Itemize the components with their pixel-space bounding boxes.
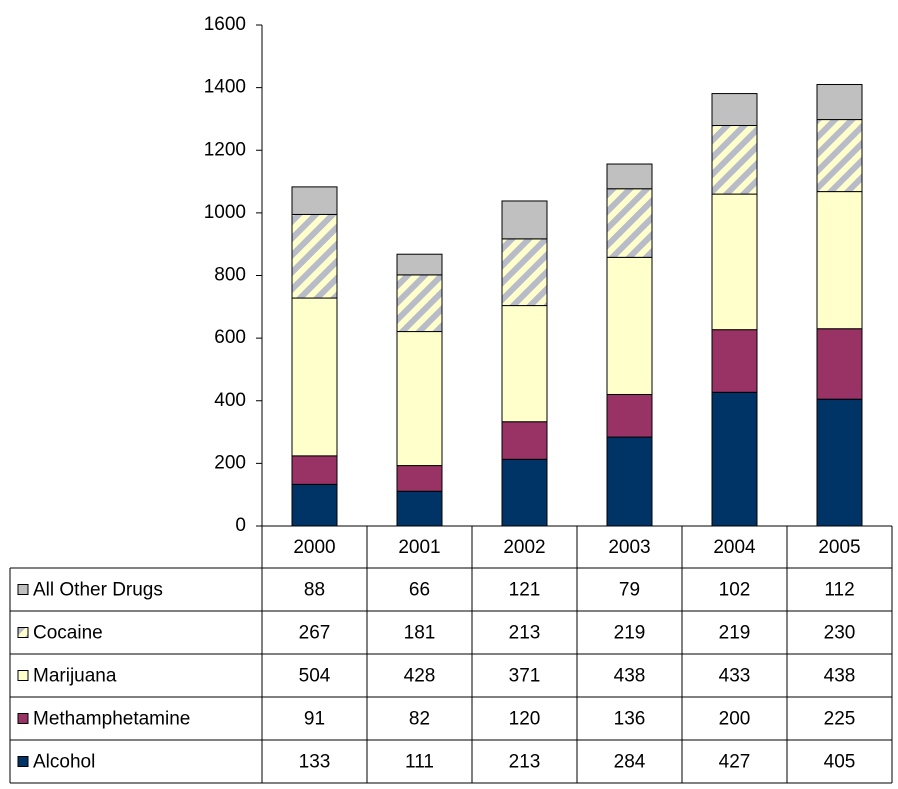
- y-tick-label: 600: [214, 327, 246, 348]
- legend-key: [17, 756, 29, 767]
- bar-segment: [606, 436, 653, 527]
- table-value: 200: [719, 709, 751, 730]
- table-value: 91: [304, 709, 325, 730]
- table-value: 213: [509, 752, 541, 773]
- table-value: 79: [619, 580, 640, 601]
- legend-label: Cocaine: [33, 623, 103, 644]
- bar-segment: [816, 398, 863, 527]
- bar-segment: [291, 186, 338, 215]
- y-tick-label: 0: [235, 515, 246, 536]
- bar-segment: [396, 274, 443, 333]
- table-value: 405: [824, 752, 856, 773]
- x-tick-label: 2002: [503, 537, 545, 558]
- legend-label: Methamphetamine: [33, 709, 190, 730]
- bar-segment: [711, 391, 758, 527]
- table-value: 371: [509, 666, 541, 687]
- x-tick-label: 2003: [608, 537, 650, 558]
- bar-segment: [711, 329, 758, 393]
- x-tick-label: 2001: [398, 537, 440, 558]
- legend-key: [17, 584, 29, 595]
- table-value: 133: [299, 752, 331, 773]
- table-value: 267: [299, 623, 331, 644]
- bar-segment: [291, 483, 338, 527]
- table-value: 181: [404, 623, 436, 644]
- table-value: 219: [614, 623, 646, 644]
- x-tick-label: 2004: [713, 537, 756, 558]
- table-value: 111: [405, 752, 434, 773]
- y-tick-label: 1000: [204, 202, 246, 223]
- table-value: 66: [409, 580, 430, 601]
- table-value: 438: [824, 666, 856, 687]
- bar-segment: [711, 125, 758, 195]
- y-tick-label: 400: [214, 390, 246, 411]
- bar-segment: [816, 191, 863, 330]
- bar-segment: [501, 421, 548, 460]
- table-value: 225: [824, 709, 856, 730]
- legend-key: [17, 627, 29, 638]
- bar-segment: [711, 93, 758, 127]
- bar-segment: [291, 297, 338, 457]
- table-value: 219: [719, 623, 751, 644]
- table-value: 428: [404, 666, 436, 687]
- x-tick-label: 2000: [293, 537, 335, 558]
- table-value: 136: [614, 709, 646, 730]
- table-value: 284: [614, 752, 646, 773]
- table-value: 427: [719, 752, 751, 773]
- legend-label: Alcohol: [33, 752, 95, 773]
- table-value: 120: [509, 709, 541, 730]
- y-tick-label: 1400: [204, 77, 246, 98]
- bar-segment: [501, 305, 548, 423]
- legend-label: Marijuana: [33, 666, 117, 687]
- bar-segment: [396, 253, 443, 276]
- bar-segment: [396, 331, 443, 467]
- bar-segment: [291, 213, 338, 299]
- x-tick-label: 2005: [818, 537, 860, 558]
- table-value: 433: [719, 666, 751, 687]
- bar-segment: [501, 238, 548, 307]
- bar-segment: [396, 490, 443, 527]
- table-value: 438: [614, 666, 646, 687]
- bar-segment: [291, 455, 338, 485]
- bar-segment: [816, 83, 863, 121]
- y-tick-label: 200: [214, 452, 246, 473]
- bar-segment: [711, 193, 758, 331]
- table-value: 82: [409, 709, 430, 730]
- table-value: 504: [299, 666, 331, 687]
- bar-segment: [396, 465, 443, 492]
- table-value: 88: [304, 580, 325, 601]
- table-value: 112: [824, 580, 854, 601]
- bar-segment: [816, 119, 863, 193]
- y-tick-label: 1600: [204, 14, 246, 35]
- table-value: 121: [509, 580, 541, 601]
- bar-segment: [816, 328, 863, 400]
- legend-key: [17, 713, 29, 724]
- y-tick-label: 1200: [204, 139, 246, 160]
- table-value: 230: [824, 623, 856, 644]
- legend-key: [17, 670, 29, 681]
- bar-segment: [501, 458, 548, 527]
- legend-label: All Other Drugs: [33, 580, 163, 601]
- y-tick-label: 800: [214, 265, 246, 286]
- bar-segment: [606, 188, 653, 258]
- bar-segment: [606, 256, 653, 395]
- bar-segment: [501, 200, 548, 240]
- bar-segment: [606, 163, 653, 190]
- table-value: 102: [719, 580, 751, 601]
- bar-segment: [606, 393, 653, 438]
- table-value: 213: [509, 623, 541, 644]
